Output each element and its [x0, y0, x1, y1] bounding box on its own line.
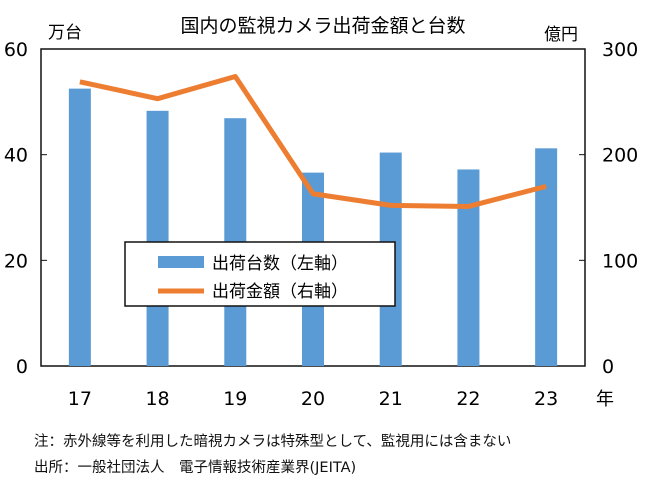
legend — [124, 241, 396, 307]
bar-22 — [457, 169, 480, 366]
legend-swatch-bar — [158, 256, 204, 268]
right-tick-label: 100 — [602, 250, 638, 272]
footnote: 注：赤外線等を利用した暗視カメラは特殊型として、監視用には含まない — [34, 434, 512, 450]
legend-label-line: 出荷金額（右軸） — [212, 282, 348, 302]
x-tick-label: 21 — [379, 388, 403, 410]
left-axis-unit: 万台 — [48, 23, 82, 43]
right-tick-label: 0 — [602, 356, 614, 378]
right-axis-unit: 億円 — [544, 25, 578, 45]
left-tick-label: 40 — [4, 145, 28, 167]
bar-23 — [535, 148, 558, 366]
right-tick-label: 200 — [602, 145, 638, 167]
right-tick-label: 300 — [602, 39, 638, 61]
x-tick-label: 20 — [301, 388, 325, 410]
x-axis-unit: 年 — [596, 389, 614, 410]
left-tick-label: 0 — [16, 356, 28, 378]
bar-18 — [146, 110, 169, 366]
x-tick-label: 22 — [456, 388, 480, 410]
x-tick-label: 19 — [223, 388, 247, 410]
source-note: 出所：一般社団法人 電子情報技術産業界(JEITA) — [34, 460, 357, 476]
chart-title: 国内の監視カメラ出荷金額と台数 — [180, 15, 465, 37]
x-tick-label: 17 — [68, 388, 92, 410]
x-tick-label: 18 — [145, 388, 169, 410]
legend-label-bar: 出荷台数（左軸） — [212, 254, 348, 274]
left-tick-label: 60 — [4, 39, 28, 61]
left-tick-label: 20 — [4, 250, 28, 272]
x-tick-label: 23 — [534, 388, 558, 410]
bar-17 — [68, 88, 91, 366]
